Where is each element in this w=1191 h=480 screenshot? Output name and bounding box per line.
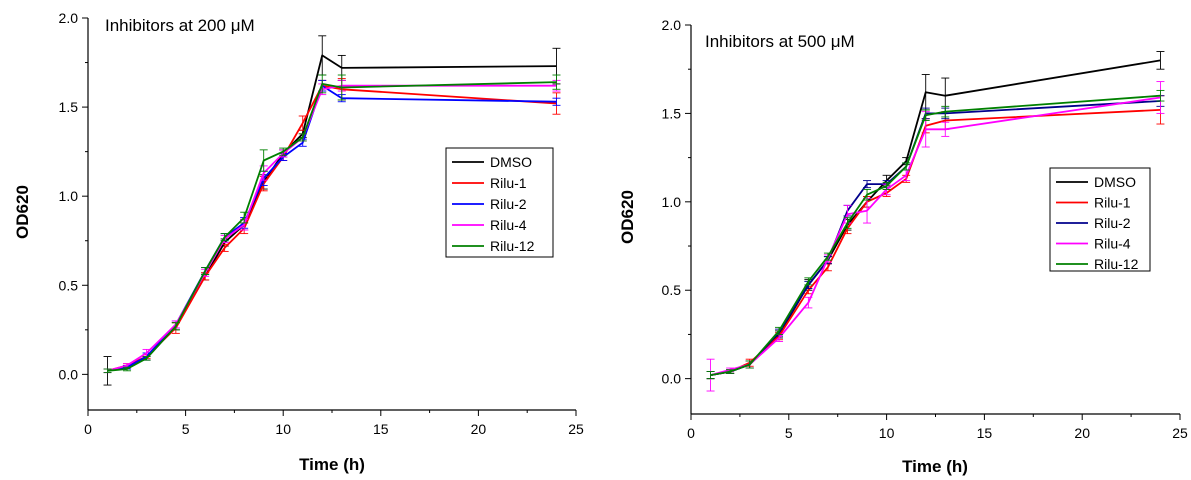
y-tick-label: 0.5 <box>662 282 682 298</box>
x-tick-label: 10 <box>275 421 291 437</box>
panel-title: Inhibitors at 500 μM <box>705 32 855 51</box>
legend-label: Rilu-12 <box>1094 256 1139 272</box>
x-tick-label: 20 <box>1074 425 1090 441</box>
legend-label: Rilu-1 <box>1094 195 1131 211</box>
y-axis-title: OD620 <box>13 185 32 239</box>
y-tick-label: 1.5 <box>662 105 682 121</box>
legend-label: DMSO <box>1094 174 1136 190</box>
y-tick-label: 1.0 <box>59 188 79 204</box>
x-tick-label: 25 <box>1172 425 1188 441</box>
legend: DMSO Rilu-1 Rilu-2 Rilu-4 Rilu-12 <box>445 147 554 258</box>
series-line <box>710 94 1161 376</box>
x-tick-label: 15 <box>373 421 389 437</box>
y-tick-label: 1.0 <box>662 194 682 210</box>
y-tick-label: 1.5 <box>59 99 79 115</box>
series-line <box>107 81 557 372</box>
x-tick-label: 20 <box>471 421 487 437</box>
legend-label: Rilu-4 <box>490 217 527 233</box>
y-tick-label: 0.0 <box>59 366 79 382</box>
y-axis-title: OD620 <box>618 190 637 244</box>
legend-label: Rilu-12 <box>490 238 535 254</box>
legend-label: Rilu-1 <box>490 175 527 191</box>
legend: DMSO Rilu-1 Rilu-2 Rilu-4 Rilu-12 <box>1049 167 1151 272</box>
y-tick-label: 2.0 <box>59 10 79 26</box>
legend-label: Rilu-2 <box>490 196 527 212</box>
x-axis-title: Time (h) <box>902 457 968 476</box>
panel-title: Inhibitors at 200 μM <box>105 16 255 35</box>
legend-box <box>1049 167 1151 272</box>
x-axis-title: Time (h) <box>299 455 365 474</box>
x-tick-label: 0 <box>84 421 92 437</box>
x-tick-label: 0 <box>687 425 695 441</box>
y-tick-label: 0.5 <box>59 277 79 293</box>
x-tick-label: 15 <box>977 425 993 441</box>
chart-panel-2: 0 5 10 15 20 25 0.0 0.5 1.0 1.5 2.0 Time (h) OD620 In… <box>618 17 1188 476</box>
x-tick-label: 5 <box>182 421 190 437</box>
series-rilu-12 <box>706 89 1165 380</box>
x-tick-label: 10 <box>879 425 895 441</box>
legend-box <box>445 147 554 258</box>
x-tick-label: 5 <box>785 425 793 441</box>
legend-label: Rilu-2 <box>1094 215 1131 231</box>
chart-panel-1: 0 5 10 15 20 25 0.0 0.5 1.0 1.5 2.0 Time (h) OD620 In… <box>13 10 584 474</box>
x-tick-label: 25 <box>568 421 584 437</box>
legend-label: Rilu-4 <box>1094 236 1131 252</box>
legend-label: DMSO <box>490 154 532 170</box>
y-tick-label: 0.0 <box>662 371 682 387</box>
series-rilu-12 <box>103 74 561 374</box>
y-tick-label: 2.0 <box>662 17 682 33</box>
